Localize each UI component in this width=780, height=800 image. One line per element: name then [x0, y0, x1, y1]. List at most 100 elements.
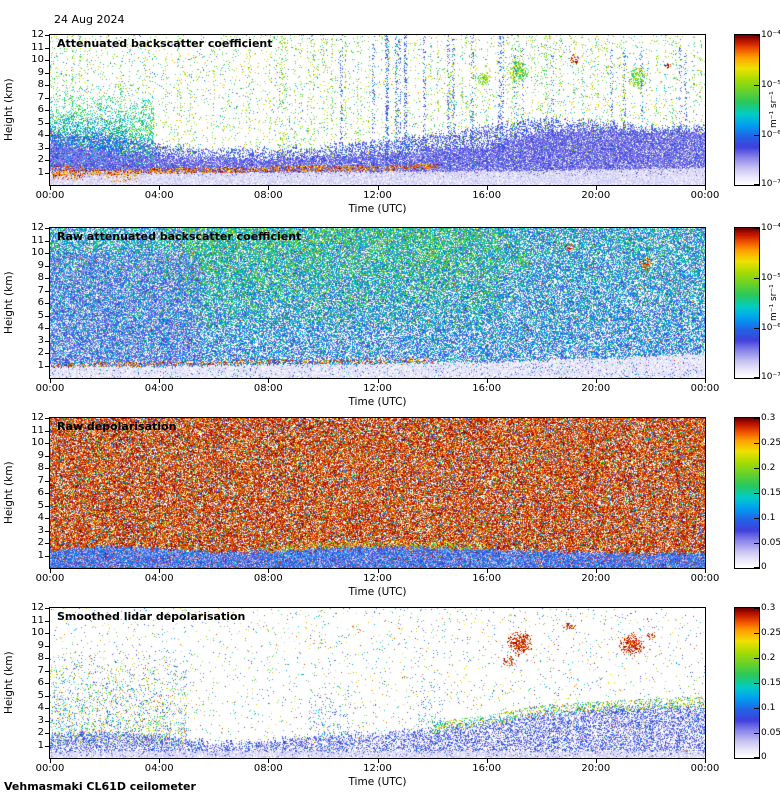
y-tick-mark	[45, 608, 49, 609]
colorbar-tick-label: 0	[761, 752, 767, 762]
x-tick-label: 20:00	[581, 573, 611, 584]
y-tick-label: 4	[37, 322, 44, 333]
y-axis-label: Height (km)	[3, 271, 15, 335]
y-tick-mark	[45, 72, 49, 74]
y-axis-label: Height (km)	[3, 651, 15, 715]
x-tick-mark	[595, 379, 597, 383]
colorbar-unit-label: m⁻¹ sr⁻¹	[769, 284, 779, 322]
colorbar-tick-label: 10⁻⁵	[761, 79, 780, 90]
x-tick-label: 12:00	[363, 573, 392, 584]
y-tick-label: 8	[37, 652, 44, 663]
y-tick-mark	[45, 265, 49, 267]
panel-title: Raw attenuated backscatter coefficient	[57, 230, 302, 243]
y-tick-label: 12	[31, 602, 44, 613]
y-tick-mark	[45, 633, 49, 634]
y-tick-mark	[45, 122, 49, 124]
y-tick-label: 2	[37, 154, 44, 165]
colorbar-gradient	[735, 35, 759, 185]
colorbar-unit-label: m⁻¹ sr⁻¹	[769, 91, 779, 129]
y-tick-label: 6	[37, 487, 44, 498]
x-tick-mark	[705, 379, 706, 383]
y-tick-label: 9	[37, 66, 44, 78]
y-tick-mark	[45, 340, 49, 342]
date-label: 24 Aug 2024	[54, 13, 125, 26]
x-tick-mark	[486, 569, 488, 573]
colorbar-tick-mark	[754, 732, 759, 734]
heatmap-plot: Attenuated backscatter coefficient	[49, 34, 706, 186]
y-tick-mark	[45, 733, 49, 734]
colorbar-tick-label: 10⁻⁷	[761, 372, 780, 382]
x-axis-label: Time (UTC)	[348, 776, 407, 788]
y-tick-label: 1	[37, 166, 44, 178]
heatmap-plot: Smoothed lidar depolarisation	[49, 607, 706, 759]
y-tick-label: 1	[37, 359, 44, 371]
y-tick-mark	[45, 110, 49, 111]
y-tick-label: 11	[31, 234, 44, 246]
x-tick-label: 16:00	[472, 383, 502, 394]
colorbar-tick-label: 0.15	[761, 488, 780, 498]
x-tick-mark	[377, 569, 379, 573]
y-tick-label: 8	[37, 462, 44, 473]
y-tick-label: 5	[37, 309, 44, 321]
y-tick-mark	[45, 135, 49, 136]
y-tick-label: 3	[37, 524, 44, 536]
y-tick-mark	[45, 430, 49, 432]
x-tick-mark	[377, 186, 379, 190]
y-tick-label: 3	[37, 141, 44, 153]
heatmap-canvas	[50, 35, 705, 185]
x-tick-label: 04:00	[144, 383, 174, 394]
y-tick-label: 2	[37, 727, 44, 738]
y-tick-mark	[45, 745, 49, 747]
y-tick-mark	[45, 303, 49, 304]
y-tick-label: 5	[37, 499, 44, 511]
colorbar-gradient	[735, 228, 759, 378]
x-tick-label: 20:00	[581, 763, 611, 774]
y-tick-mark	[45, 695, 49, 697]
y-tick-mark	[45, 518, 49, 519]
x-tick-label: 00:00	[35, 383, 65, 394]
colorbar-tick-mark	[754, 84, 759, 86]
colorbar-tick-mark	[754, 418, 759, 419]
y-tick-mark	[45, 443, 49, 444]
panel-title: Smoothed lidar depolarisation	[57, 610, 246, 623]
y-tick-label: 12	[31, 29, 44, 40]
x-tick-label: 12:00	[363, 190, 392, 201]
colorbar-tick-mark	[754, 608, 759, 609]
colorbar-tick-mark	[754, 518, 759, 519]
colorbar-tick-label: 10⁻⁴	[761, 30, 780, 40]
colorbar-tick-label: 10⁻⁶	[761, 323, 780, 333]
colorbar-tick-mark	[754, 184, 759, 185]
y-tick-label: 5	[37, 116, 44, 128]
x-tick-label: 08:00	[253, 573, 283, 584]
x-tick-label: 00:00	[690, 383, 720, 394]
y-tick-label: 8	[37, 79, 44, 90]
y-tick-label: 1	[37, 739, 44, 751]
y-tick-label: 3	[37, 714, 44, 726]
colorbar-tick-label: 0	[761, 562, 767, 572]
y-tick-label: 9	[37, 639, 44, 651]
y-tick-label: 6	[37, 104, 44, 115]
panel-attenuated-backscatter: Height (km) 1 2 3 4 5 6 7 8 9 10 11 12 Attenuated b…	[0, 29, 780, 230]
colorbar	[734, 227, 760, 379]
colorbar-tick-mark	[754, 708, 759, 709]
x-tick-mark	[159, 759, 161, 763]
y-tick-mark	[45, 543, 49, 544]
y-tick-mark	[45, 530, 49, 532]
x-tick-mark	[50, 569, 51, 573]
colorbar-tick-label: 0.1	[761, 513, 776, 523]
x-tick-label: 16:00	[472, 763, 502, 774]
y-tick-label: 2	[37, 537, 44, 548]
colorbar-tick-label: 10⁻⁵	[761, 272, 780, 283]
x-tick-mark	[159, 569, 161, 573]
y-tick-mark	[45, 290, 49, 292]
panel-smoothed-lidar-depolarisation: Height (km) 1 2 3 4 5 6 7 8 9 10 11 12 Smoothed lid…	[0, 602, 780, 800]
colorbar-tick-mark	[754, 277, 759, 279]
colorbar-tick-label: 10⁻⁶	[761, 130, 780, 140]
heatmap-canvas	[50, 608, 705, 758]
panel-raw-depolarisation: Height (km) 1 2 3 4 5 6 7 8 9 10 11 12 Raw depolari…	[0, 412, 780, 613]
y-tick-label: 4	[37, 702, 44, 713]
y-tick-mark	[45, 555, 49, 557]
x-axis-label: Time (UTC)	[348, 396, 407, 408]
x-axis-label: Time (UTC)	[348, 203, 407, 215]
